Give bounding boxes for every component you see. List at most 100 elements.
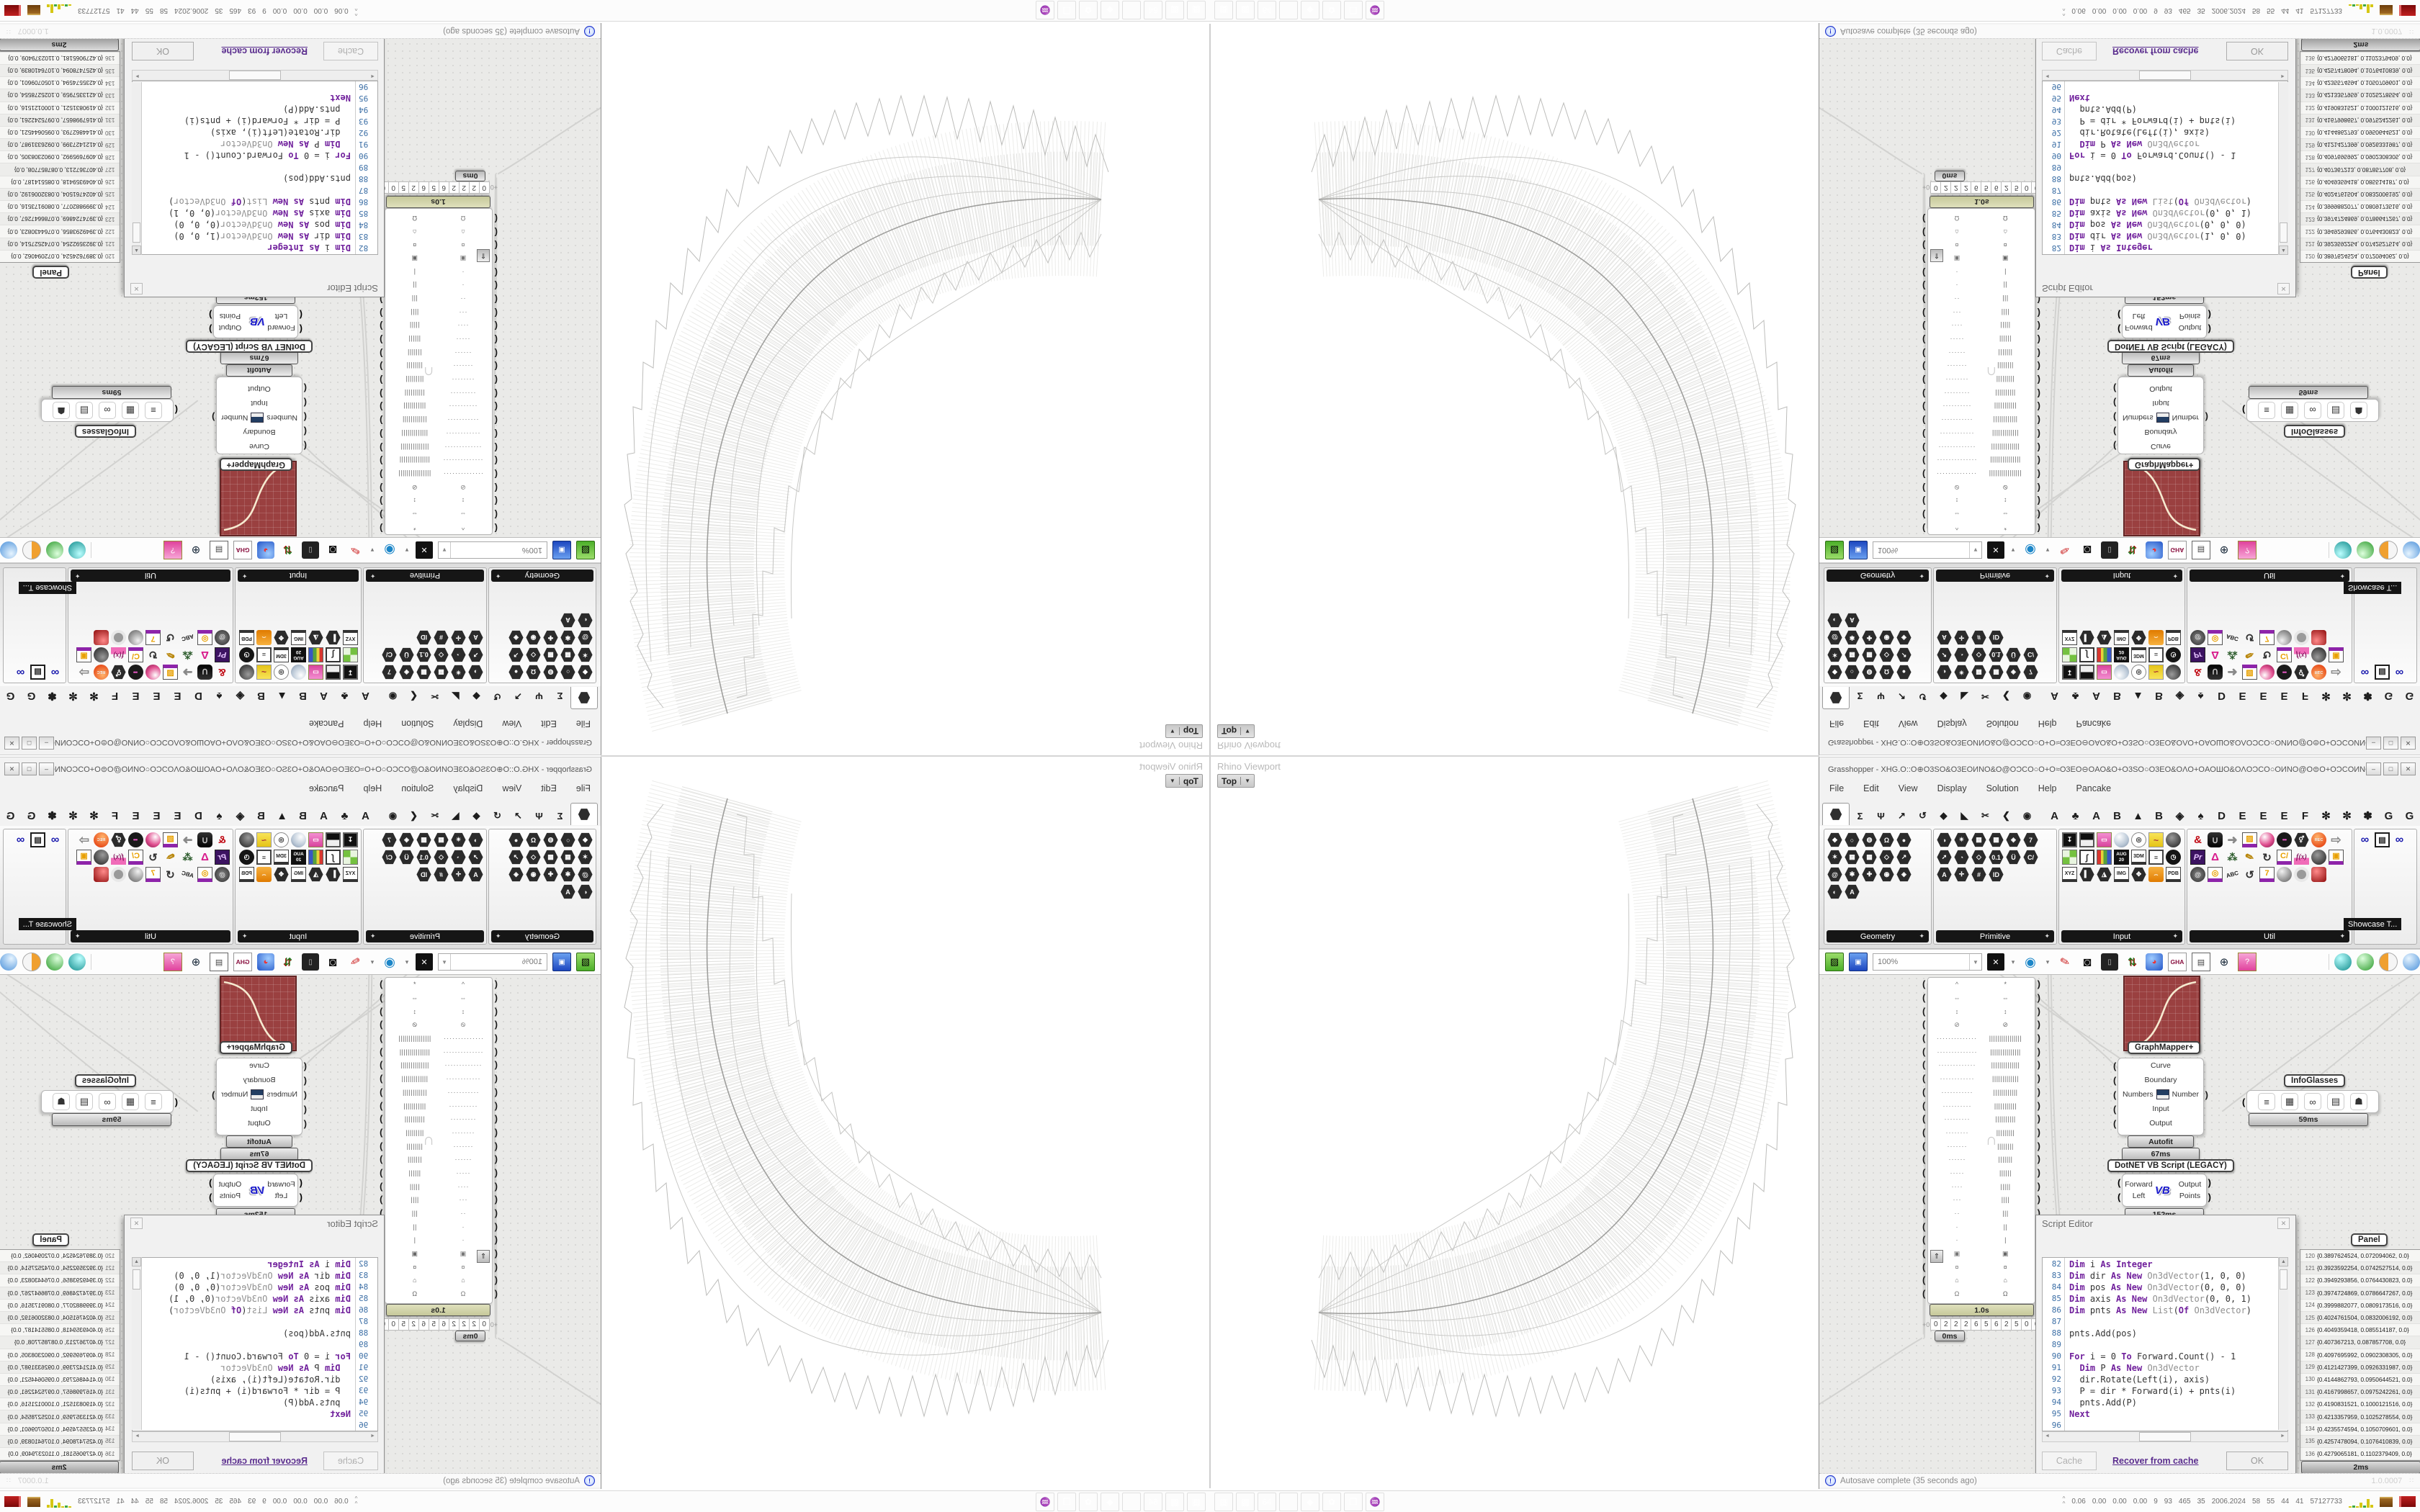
toolbar-icon[interactable] bbox=[0, 541, 17, 559]
input-hook[interactable]: ( bbox=[494, 253, 498, 265]
script-editor-titlebar[interactable]: Script Editor ✕ bbox=[125, 1215, 384, 1231]
tab-icon[interactable]: ❮ bbox=[2002, 810, 2010, 821]
tab-plugin[interactable]: ✼ bbox=[68, 690, 78, 702]
tab-plugin[interactable]: G bbox=[2384, 809, 2393, 822]
input-hook[interactable]: ( bbox=[494, 978, 498, 990]
component-icon[interactable]: XYZ bbox=[2062, 630, 2077, 645]
component-icon[interactable]: ➜ bbox=[2227, 665, 2238, 680]
component-icon[interactable]: A bbox=[468, 867, 483, 882]
ok-button[interactable]: OK bbox=[132, 1452, 194, 1470]
graph-mapper-component[interactable] bbox=[2123, 461, 2200, 536]
component-icon[interactable]: ✶ bbox=[1827, 850, 1842, 865]
component-icon[interactable]: ABC bbox=[2225, 632, 2240, 643]
input-hook[interactable]: ( bbox=[1922, 428, 1926, 440]
component-icon[interactable]: ∫ bbox=[2079, 647, 2094, 662]
output-hook[interactable]: ) bbox=[2037, 374, 2040, 386]
component-icon[interactable] bbox=[239, 665, 254, 680]
input-hook[interactable]: ( bbox=[1922, 1207, 1926, 1218]
toolbar-icon[interactable]: ◉ bbox=[2025, 954, 2036, 969]
component-icon[interactable]: ▩ bbox=[416, 665, 431, 680]
component-icon[interactable]: IMG bbox=[2114, 630, 2129, 645]
gene-pool-slider-row[interactable]: ( ⊘ ⊘ ) bbox=[1922, 482, 2040, 493]
output-hook[interactable]: ) bbox=[380, 307, 383, 318]
toolbar-icon[interactable] bbox=[2357, 541, 2374, 559]
gene-pool-slider-row[interactable]: ( · | ) bbox=[1922, 265, 2040, 279]
tab-plugin[interactable]: ♣ bbox=[2071, 809, 2079, 822]
scroll-right-icon[interactable]: ► bbox=[135, 73, 140, 78]
component-icon[interactable]: ◈ bbox=[2006, 665, 2021, 680]
gene-pool-slider-row[interactable]: ( Ω Ω ) bbox=[380, 212, 498, 225]
palette-group-label[interactable]: Geometry ✦ bbox=[491, 930, 593, 942]
output-hook[interactable]: ) bbox=[380, 1086, 383, 1097]
toolbar-icon[interactable] bbox=[97, 953, 114, 971]
component-icon[interactable] bbox=[145, 665, 161, 680]
input-hook[interactable]: ( bbox=[494, 266, 498, 278]
chevron-down-icon[interactable]: ▼ bbox=[1969, 954, 1981, 970]
input-hook[interactable]: ( bbox=[1922, 266, 1926, 278]
input-hook[interactable]: ( bbox=[1922, 1166, 1926, 1178]
component-icon[interactable]: ✴ bbox=[451, 665, 466, 680]
component-icon[interactable]: A bbox=[468, 630, 483, 645]
component-icon[interactable]: REC bbox=[94, 665, 109, 680]
output-hook[interactable]: ) bbox=[380, 334, 383, 346]
input-hook[interactable]: ( bbox=[1922, 294, 1926, 305]
component-icon[interactable]: ◆ bbox=[578, 832, 593, 847]
component-icon[interactable]: ⁂ bbox=[182, 649, 193, 661]
toolbar-icon[interactable] bbox=[2403, 541, 2420, 559]
menu-item[interactable]: Pancake bbox=[2076, 783, 2112, 793]
input-hook[interactable]: ( bbox=[1922, 1234, 1926, 1246]
open-file-icon[interactable]: ▨ bbox=[576, 953, 595, 971]
output-hook[interactable]: ) bbox=[380, 347, 383, 359]
toolbar-icon[interactable]: ? bbox=[163, 541, 182, 559]
component-icon[interactable]: C/ bbox=[2023, 647, 2038, 662]
cache-button[interactable]: Cache bbox=[323, 1452, 378, 1470]
gene-pool-slider-row[interactable]: ( ······ ||||||| ) bbox=[1922, 347, 2040, 359]
component-icon[interactable]: 0.1 bbox=[1989, 850, 2004, 865]
save-file-icon[interactable]: ▣ bbox=[552, 541, 571, 559]
component-icon[interactable]: PDB bbox=[2166, 867, 2181, 882]
component-icon[interactable]: f(x) bbox=[2294, 850, 2309, 865]
infoglasses-icon[interactable]: ▤ bbox=[76, 402, 93, 419]
tab-plugin[interactable]: E bbox=[132, 690, 140, 703]
window-button[interactable]: ✕ bbox=[2401, 762, 2416, 775]
input-hook[interactable]: ( bbox=[494, 1019, 498, 1030]
output-hook[interactable]: ) bbox=[380, 401, 383, 413]
ok-button[interactable]: OK bbox=[2226, 42, 2288, 60]
input-hook[interactable]: ( bbox=[1922, 374, 1926, 386]
input-hook[interactable]: ( bbox=[1922, 482, 1926, 493]
gene-pool-slider-row[interactable]: ( ············· |||||||||||||| ) bbox=[1922, 441, 2040, 453]
tab-icon[interactable]: Σ bbox=[557, 690, 563, 702]
component-icon[interactable]: ➚ bbox=[1937, 850, 1952, 865]
grasshopper-canvas[interactable]: ( ^ * ) ( ⇔ ⇔ ) bbox=[0, 39, 601, 537]
component-icon[interactable]: ⚥ bbox=[111, 832, 126, 847]
component-icon[interactable]: # bbox=[434, 867, 449, 882]
gene-pool-slider-row[interactable]: ( ······ ||||||| ) bbox=[1922, 1153, 2040, 1165]
component-icon[interactable]: REC bbox=[2311, 832, 2326, 847]
input-hook[interactable]: ( bbox=[1922, 1220, 1926, 1232]
taskbar-launcher-icon[interactable]: ▦ bbox=[1187, 1, 1206, 20]
menu-item[interactable]: View bbox=[502, 783, 522, 793]
component-icon[interactable]: ▍ bbox=[2079, 630, 2094, 645]
toolbar-icon[interactable]: ✕ bbox=[1987, 541, 2004, 559]
component-icon[interactable]: ◮ bbox=[2097, 630, 2112, 645]
component-icon[interactable]: ~ bbox=[2148, 832, 2164, 847]
palette-group-label[interactable]: Input ✦ bbox=[238, 930, 359, 942]
component-icon[interactable] bbox=[2079, 665, 2094, 680]
input-hook[interactable]: ( bbox=[494, 307, 498, 318]
gene-pool-slider-row[interactable]: ( ········· |||||||||| ) bbox=[1922, 388, 2040, 400]
gene-pool-slider-row[interactable]: ( ······ ||||||| ) bbox=[380, 1153, 498, 1165]
component-icon[interactable] bbox=[343, 850, 358, 865]
gene-pool-slider-row[interactable]: ( ············· |||||||||||||| ) bbox=[380, 441, 498, 453]
input-hook[interactable]: ( bbox=[494, 1287, 498, 1299]
component-icon[interactable]: ∞ bbox=[16, 833, 25, 846]
tab-icon[interactable]: ❮ bbox=[410, 691, 418, 702]
component-icon[interactable]: ↧ bbox=[2062, 832, 2077, 847]
input-hook[interactable]: ( bbox=[494, 455, 498, 467]
chevron-down-icon[interactable]: ▼ bbox=[439, 954, 451, 970]
component-icon[interactable]: ••• bbox=[2277, 665, 2292, 680]
vb-script-component[interactable]: (( Forward Left VB Output Points )) bbox=[2118, 305, 2211, 338]
rhino-viewport[interactable]: Rhino Viewport Top ▼ bbox=[601, 756, 1210, 1488]
component-icon[interactable]: ABC bbox=[2225, 869, 2240, 880]
